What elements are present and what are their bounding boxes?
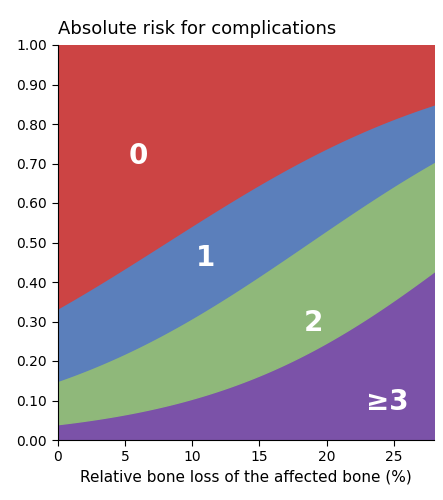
- Text: 1: 1: [196, 244, 215, 272]
- X-axis label: Relative bone loss of the affected bone (%): Relative bone loss of the affected bone …: [80, 470, 412, 485]
- Text: Absolute risk for complications: Absolute risk for complications: [58, 20, 336, 38]
- Text: 2: 2: [303, 310, 323, 338]
- Text: 0: 0: [128, 142, 148, 170]
- Text: ≥3: ≥3: [366, 388, 408, 416]
